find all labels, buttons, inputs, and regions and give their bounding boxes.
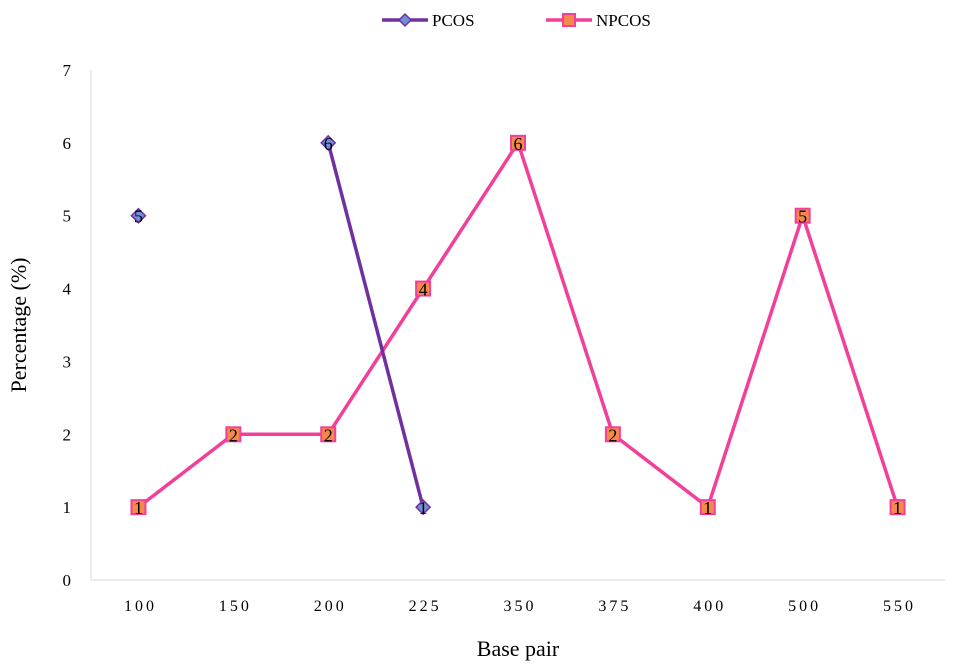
data-point-marker	[510, 134, 526, 151]
data-point-marker	[320, 134, 337, 151]
data-label: 6	[324, 134, 333, 154]
y-tick-label: 2	[63, 425, 72, 444]
y-tick-label: 7	[63, 61, 72, 80]
data-label: 1	[419, 498, 428, 518]
y-tick-label: 6	[63, 134, 72, 153]
y-tick-label: 5	[63, 207, 72, 226]
data-point-marker	[130, 207, 147, 224]
x-tick-label: 350	[504, 598, 537, 615]
series-layer: 1 2 2 4 6 2 1 5 1 5 6 1	[130, 134, 906, 518]
data-point-marker	[415, 280, 432, 297]
data-point-marker	[415, 499, 432, 516]
data-label: 1	[134, 498, 143, 518]
legend-item-pcos: PCOS	[382, 11, 475, 30]
data-point-marker	[699, 499, 716, 516]
y-tick-label: 1	[63, 498, 72, 517]
legend: PCOS NPCOS	[382, 11, 651, 30]
y-axis-title: Percentage (%)	[6, 258, 31, 393]
x-tick-label: 100	[124, 598, 157, 615]
legend-marker	[397, 12, 413, 28]
data-label: 4	[419, 280, 428, 300]
y-tick-label: 3	[63, 352, 72, 371]
x-tick-label: 225	[409, 598, 442, 615]
series-line-segment	[706, 213, 805, 509]
data-label: 1	[703, 498, 712, 518]
data-label: 6	[514, 134, 523, 154]
series-line-segment	[136, 432, 236, 509]
data-label: 5	[134, 207, 143, 227]
series-line-segment	[326, 141, 425, 509]
y-tick-label: 4	[63, 280, 72, 299]
legend-item-npcos: NPCOS	[546, 11, 651, 30]
legend-label: NPCOS	[596, 11, 651, 30]
data-label: 2	[608, 425, 617, 445]
data-point-marker	[225, 426, 242, 443]
x-tick-label: 150	[219, 598, 252, 615]
series-pcos: 5 6 1	[130, 134, 432, 518]
data-point-marker	[130, 499, 147, 516]
data-point-marker	[320, 426, 337, 443]
data-label: 2	[229, 425, 238, 445]
series-line-segment	[421, 141, 520, 291]
x-tick-label: 400	[693, 598, 726, 615]
data-label: 2	[324, 425, 333, 445]
data-point-marker	[889, 499, 906, 516]
series-line-segment	[800, 213, 900, 509]
x-tick-label: 550	[883, 598, 916, 615]
data-point-marker	[604, 426, 621, 443]
legend-marker	[562, 13, 576, 27]
series-line-segment	[516, 141, 615, 437]
data-label: 5	[798, 207, 807, 227]
series-npcos: 1 2 2 4 6 2 1 5 1	[130, 134, 906, 518]
series-line-segment	[611, 432, 710, 509]
y-tick-label: 0	[63, 571, 72, 590]
series-line-segment	[326, 286, 425, 437]
x-tick-label: 375	[598, 598, 631, 615]
data-point-marker	[794, 207, 811, 224]
x-tick-label: 200	[314, 598, 347, 615]
x-axis-title: Base pair	[477, 636, 560, 661]
x-tick-label: 500	[788, 598, 821, 615]
legend-label: PCOS	[432, 11, 475, 30]
data-label: 1	[893, 498, 902, 518]
